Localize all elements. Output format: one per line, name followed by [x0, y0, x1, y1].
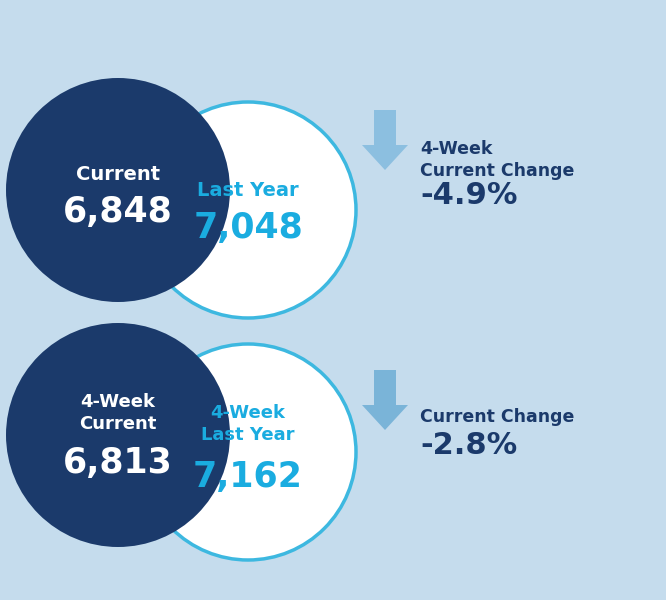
- Text: 7,048: 7,048: [193, 211, 303, 245]
- Text: -4.9%: -4.9%: [420, 181, 517, 209]
- Text: 6,813: 6,813: [63, 446, 173, 480]
- Text: 7,162: 7,162: [193, 460, 303, 494]
- Circle shape: [140, 102, 356, 318]
- Polygon shape: [362, 145, 408, 170]
- Circle shape: [6, 323, 230, 547]
- Text: 4-Week
Last Year: 4-Week Last Year: [201, 404, 295, 444]
- Circle shape: [140, 344, 356, 560]
- Text: Current: Current: [76, 164, 160, 184]
- Circle shape: [6, 78, 230, 302]
- Text: Last Year: Last Year: [197, 181, 299, 199]
- Text: Current Change: Current Change: [420, 408, 574, 426]
- FancyBboxPatch shape: [374, 370, 396, 405]
- Text: -2.8%: -2.8%: [420, 431, 517, 460]
- Text: 6,848: 6,848: [63, 195, 173, 229]
- Polygon shape: [362, 405, 408, 430]
- Text: 4-Week
Current: 4-Week Current: [79, 393, 157, 433]
- Text: 4-Week
Current Change: 4-Week Current Change: [420, 140, 574, 180]
- FancyBboxPatch shape: [374, 110, 396, 145]
